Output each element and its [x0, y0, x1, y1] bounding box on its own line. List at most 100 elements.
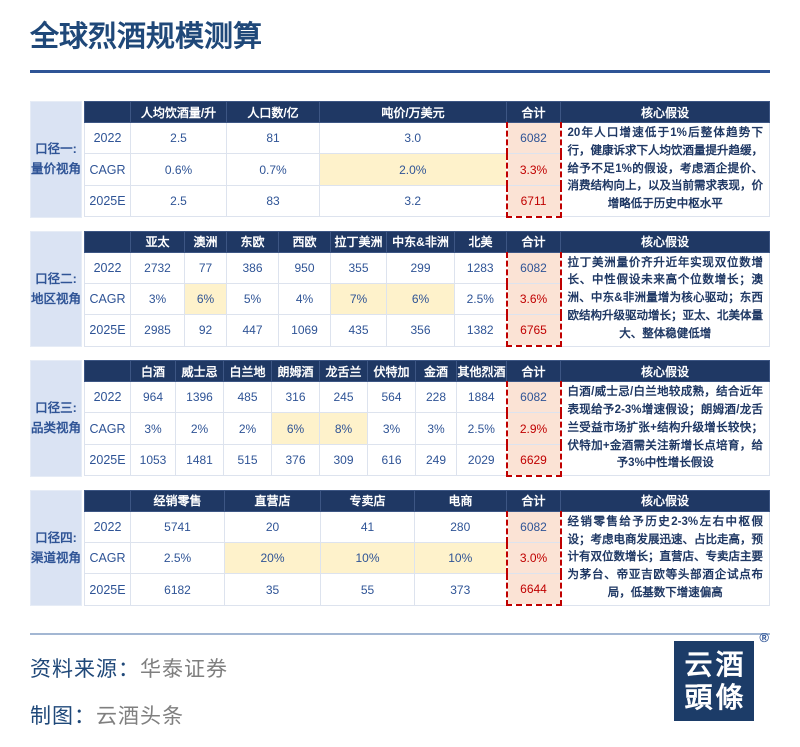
data-table: 白酒 威士忌 白兰地 朗姆酒 龙舌兰 伏特加 金酒 其他烈酒 合计 核心假设 2022 964 1396… [84, 360, 770, 477]
value-cell: 2.0% [319, 153, 507, 186]
row-header: CAGR [84, 153, 131, 186]
tables-container: 口径一: 量价视角 人均饮酒量/升 人口数/亿 吨价/万美元 合计 核心假设 2022 2.5 8… [30, 101, 770, 607]
infographic-page: 全球烈酒规模测算 口径一: 量价视角 人均饮酒量/升 人口数/亿 吨价/万美元 合计 核心假… [30, 21, 770, 728]
value-cell: 55 [320, 573, 415, 606]
value-cell: 356 [386, 314, 455, 347]
corner-cell [84, 489, 131, 512]
column-header: 北美 [454, 230, 507, 253]
total-cell: 6629 [505, 443, 562, 477]
page-title: 全球烈酒规模测算 [30, 21, 263, 53]
row-header: 2025E [84, 443, 131, 477]
assumption-column-header: 核心假设 [560, 101, 770, 123]
value-cell: 2% [223, 412, 272, 445]
value-cell: 92 [184, 314, 227, 347]
total-column-header: 合计 [506, 101, 561, 123]
value-cell: 3% [367, 412, 416, 445]
assumption-column-header: 核心假设 [560, 489, 770, 512]
column-header: 直营店 [224, 489, 321, 512]
row-header: 2025E [84, 314, 131, 347]
table-section-4: 口径四: 渠道视角 经销零售 直营店 专卖店 电商 合计 核心假设 2022 5741 20 41 28… [30, 489, 770, 607]
caliber-label: 口径四: 渠道视角 [30, 489, 82, 607]
assumption-text: 拉丁美洲量价齐升近年实现双位数增长、中性假设未来高个位数增长；澳洲、中东&非洲量… [560, 251, 770, 347]
caliber-label: 口径一: 量价视角 [30, 101, 82, 218]
total-cell: 3.0% [505, 542, 562, 575]
column-header: 龙舌兰 [319, 360, 368, 383]
value-cell: 447 [226, 314, 279, 347]
value-cell: 10% [320, 542, 415, 575]
header-row: 人均饮酒量/升 人口数/亿 吨价/万美元 合计 核心假设 [84, 101, 770, 123]
footer-divider [30, 633, 770, 636]
row-header: CAGR [84, 412, 131, 445]
value-cell: 1481 [175, 443, 224, 477]
credits-block: 资料来源：华泰证券 制图：云酒头条 [30, 639, 228, 747]
column-header: 人均饮酒量/升 [130, 101, 227, 123]
corner-cell [84, 230, 131, 253]
logo-line-1: 云酒 [684, 648, 747, 680]
value-cell: 950 [278, 251, 331, 284]
source-label: 资料来源： [30, 658, 140, 682]
total-cell: 6082 [505, 381, 562, 414]
value-cell: 81 [226, 121, 320, 155]
value-cell: 0.7% [226, 153, 320, 186]
row-header: 2022 [84, 381, 131, 414]
header-row: 白酒 威士忌 白兰地 朗姆酒 龙舌兰 伏特加 金酒 其他烈酒 合计 核心假设 [84, 360, 770, 383]
value-cell: 2% [175, 412, 224, 445]
total-cell: 6765 [505, 314, 562, 348]
value-cell: 1396 [175, 381, 224, 414]
value-cell: 6% [271, 412, 320, 445]
total-cell: 2.9% [505, 412, 562, 445]
table-row: CAGR 0.6% 0.7% 2.0% 3.3% [84, 153, 770, 186]
row-header: CAGR [84, 542, 131, 575]
logo-mark: 云酒 頭條 [674, 641, 754, 722]
value-cell: 386 [226, 251, 279, 284]
value-cell: 1069 [278, 314, 331, 347]
value-cell: 373 [414, 573, 507, 606]
value-cell: 1884 [456, 381, 507, 414]
table-row: 2025E 6182 35 55 373 6644 [84, 573, 770, 607]
total-cell: 3.6% [505, 282, 562, 316]
assumption-column-header: 核心假设 [560, 360, 770, 383]
value-cell: 228 [415, 381, 457, 414]
value-cell: 316 [271, 381, 320, 414]
value-cell: 280 [414, 510, 507, 544]
total-cell: 6082 [505, 510, 562, 544]
source-value: 华泰证券 [140, 658, 228, 682]
table-row: 2025E 2985 92 447 1069 435 356 1382 6765 [84, 314, 770, 348]
value-cell: 2.5 [130, 184, 227, 218]
value-cell: 3% [415, 412, 457, 445]
total-column-header: 合计 [506, 489, 561, 512]
logo-line-2: 頭條 [684, 682, 747, 714]
assumption-text: 20年人口增速低于1%后整体趋势下行，健康诉求下人均饮酒量提升趋缓，给予不足1%… [560, 121, 770, 218]
value-cell: 20% [224, 542, 321, 575]
assumption-text: 白酒/威士忌/白兰地较成熟，结合近年表现给予2-3%增速假设；朗姆酒/龙舌兰受益… [560, 381, 770, 477]
total-cell: 6082 [505, 121, 562, 155]
value-cell: 355 [330, 251, 387, 284]
header-row: 经销零售 直营店 专卖店 电商 合计 核心假设 [84, 489, 770, 512]
header-row: 亚太 澳洲 东欧 西欧 拉丁美洲 中东&非洲 北美 合计 核心假设 [84, 230, 770, 253]
value-cell: 6% [386, 282, 455, 316]
row-header: 2025E [84, 184, 131, 218]
column-header: 澳洲 [184, 230, 227, 253]
credit-line: 制图：云酒头条 [30, 700, 228, 730]
caliber-number: 口径三: [35, 401, 77, 416]
column-header: 威士忌 [175, 360, 224, 383]
value-cell: 8% [319, 412, 368, 445]
total-cell: 6711 [505, 184, 562, 218]
value-cell: 10% [414, 542, 507, 575]
value-cell: 2.5% [130, 542, 225, 575]
value-cell: 2.5 [130, 121, 227, 155]
value-cell: 4% [278, 282, 331, 316]
value-cell: 1283 [454, 251, 507, 284]
column-header: 电商 [414, 489, 507, 512]
column-header: 人口数/亿 [226, 101, 320, 123]
value-cell: 6% [184, 282, 227, 316]
row-header: 2022 [84, 510, 131, 544]
value-cell: 1382 [454, 314, 507, 347]
column-header: 伏特加 [367, 360, 416, 383]
value-cell: 435 [330, 314, 387, 347]
total-cell: 3.3% [505, 153, 562, 186]
caliber-view: 品类视角 [31, 421, 82, 436]
value-cell: 485 [223, 381, 272, 414]
value-cell: 1053 [130, 443, 176, 477]
total-column-header: 合计 [506, 360, 561, 383]
